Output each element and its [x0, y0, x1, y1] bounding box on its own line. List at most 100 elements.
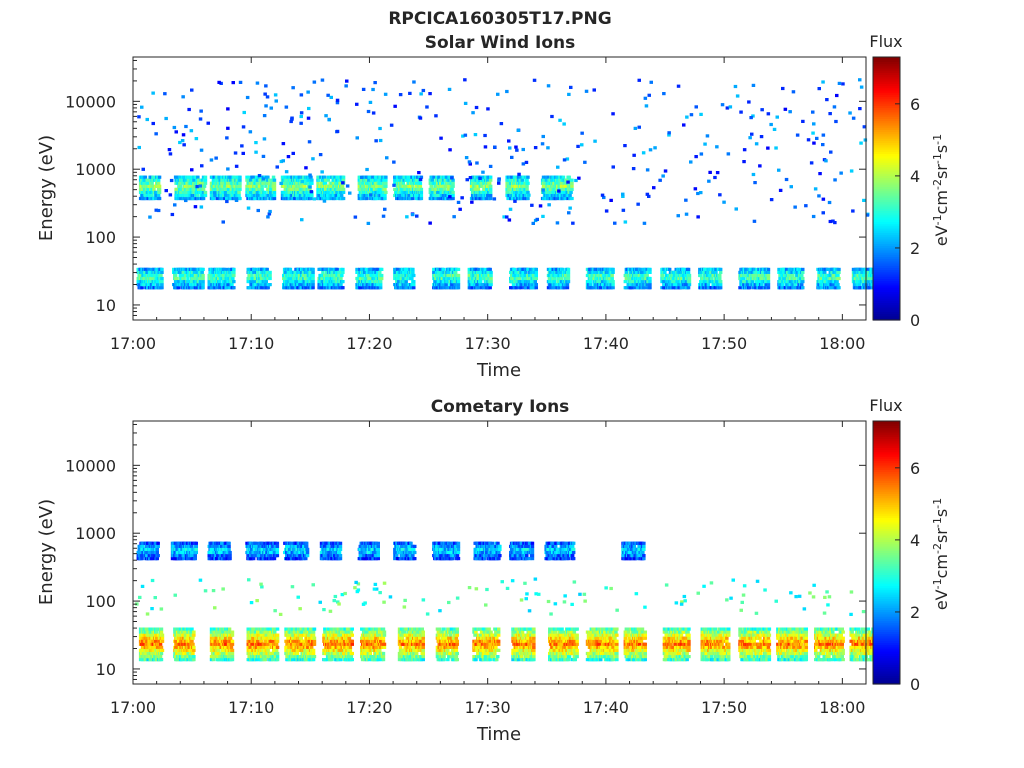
colorbar-segment [873, 184, 900, 187]
solar-wind-colorbar-label: eV-1cm-2sr-1s-1 [931, 134, 951, 246]
colorbar-segment [873, 57, 900, 60]
colorbar-frame [872, 420, 901, 685]
y-tick-label: 100 [85, 592, 116, 611]
colorbar-segment [873, 436, 900, 440]
colorbar-segment [873, 67, 900, 71]
colorbar-segment [873, 129, 900, 133]
colorbar-segment [873, 65, 900, 69]
solar-wind-x-ticks: 17:00 17:10 17:20 17:30 17:40 17:50 18:00 [110, 57, 867, 353]
colorbar-segment [873, 107, 900, 111]
cometary-band-1-burst-8 [435, 627, 459, 662]
colorbar-segment [873, 644, 900, 648]
cometary-band-0-burst-10 [509, 541, 535, 561]
colorbar-segment [873, 252, 900, 255]
cometary-band-1-burst-6 [360, 627, 387, 662]
cometary-band-1-burst-13 [623, 627, 647, 662]
colorbar-tick-label: 4 [910, 531, 920, 550]
colorbar-segment [873, 284, 900, 288]
colorbar-tick-label: 0 [910, 311, 920, 330]
colorbar-segment [873, 574, 900, 578]
colorbar-segment [873, 256, 900, 260]
solar-wind-band-1-burst-11 [546, 267, 571, 290]
cometary-band-1-burst-16 [738, 627, 772, 662]
colorbar-segment [873, 105, 900, 109]
colorbar-segment [873, 133, 900, 137]
cometary-heatmap [135, 541, 879, 662]
cometary-band-1-burst-18 [814, 627, 845, 662]
colorbar-segment [873, 442, 900, 446]
solar-wind-band-0-burst-0 [138, 175, 162, 201]
cometary-y-label: Energy (eV) [36, 499, 57, 605]
colorbar-segment [873, 236, 900, 240]
colorbar-tick-label: 6 [910, 459, 920, 478]
colorbar-segment [873, 243, 900, 247]
colorbar-segment [873, 245, 900, 249]
colorbar-segment [873, 677, 900, 681]
solar-wind-band-1-burst-5 [317, 267, 345, 290]
colorbar-segment [873, 585, 900, 589]
colorbar-segment [873, 517, 900, 521]
solar-wind-band-1-burst-13 [623, 267, 652, 290]
colorbar-segment [873, 620, 900, 624]
solar-wind-band-1-burst-14 [660, 267, 692, 290]
colorbar-segment [873, 659, 900, 663]
colorbar-segment [873, 528, 900, 532]
x-tick-label: 18:00 [819, 698, 865, 717]
colorbar-segment [873, 598, 900, 602]
colorbar-segment [873, 263, 900, 266]
solar-wind-band-0-burst-1 [174, 175, 208, 201]
colorbar-segment [873, 534, 900, 538]
colorbar-segment [873, 199, 900, 203]
colorbar-segment [873, 63, 900, 67]
colorbar-segment [873, 81, 900, 84]
colorbar-segment [873, 192, 900, 196]
solar-wind-band-1-burst-15 [698, 267, 723, 290]
colorbar-segment [873, 440, 900, 444]
colorbar-segment [873, 532, 900, 536]
colorbar-segment [873, 238, 900, 242]
colorbar-segment [873, 197, 900, 201]
cometary-band-0-burst-11 [544, 541, 576, 561]
colorbar-segment [873, 655, 900, 659]
y-tick-label: 100 [85, 228, 116, 247]
colorbar-segment [873, 85, 900, 89]
x-tick-label: 17:30 [465, 698, 511, 717]
colorbar-segment [873, 668, 900, 672]
solar-wind-colorbar-title: Flux [869, 32, 902, 51]
colorbar-segment [873, 273, 900, 277]
colorbar-segment [873, 153, 900, 157]
colorbar-segment [873, 508, 900, 512]
colorbar-segment [873, 118, 900, 122]
colorbar-segment [873, 666, 900, 670]
colorbar-segment [873, 613, 900, 617]
solar-wind-band-1-burst-3 [246, 267, 272, 290]
colorbar-segment [873, 276, 900, 279]
colorbar-segment [873, 92, 900, 95]
colorbar-segment [873, 673, 900, 676]
colorbar-segment [873, 427, 900, 431]
colorbar-segment [873, 543, 900, 547]
cometary-band-0-burst-0 [136, 541, 160, 561]
colorbar-segment [873, 210, 900, 214]
colorbar-segment [873, 456, 900, 459]
colorbar-segment [873, 600, 900, 604]
solar-wind-band-0-burst-2 [209, 175, 242, 201]
solar-wind-band-1-burst-4 [282, 267, 315, 290]
colorbar-segment [873, 653, 900, 657]
colorbar-segment [873, 513, 900, 516]
cometary-colorbar-title: Flux [869, 396, 902, 415]
colorbar-segment [873, 70, 900, 73]
solar-wind-colorbar: 0 2 4 6 [872, 56, 920, 330]
colorbar-segment [873, 216, 900, 220]
colorbar-segment [873, 627, 900, 630]
colorbar-tick-label: 0 [910, 675, 920, 694]
solar-wind-band-0-burst-8 [428, 175, 455, 201]
colorbar-segment [873, 94, 900, 98]
colorbar-segment [873, 631, 900, 635]
cometary-panel: Cometary Ions 17:00 17:10 17:20 17:30 17:40 1… [36, 396, 951, 745]
colorbar-segment [873, 438, 900, 442]
cometary-band-0-burst-2 [207, 541, 232, 561]
cometary-band-0-burst-4 [283, 541, 310, 561]
colorbar-segment [873, 561, 900, 565]
x-tick-label: 17:10 [228, 334, 274, 353]
